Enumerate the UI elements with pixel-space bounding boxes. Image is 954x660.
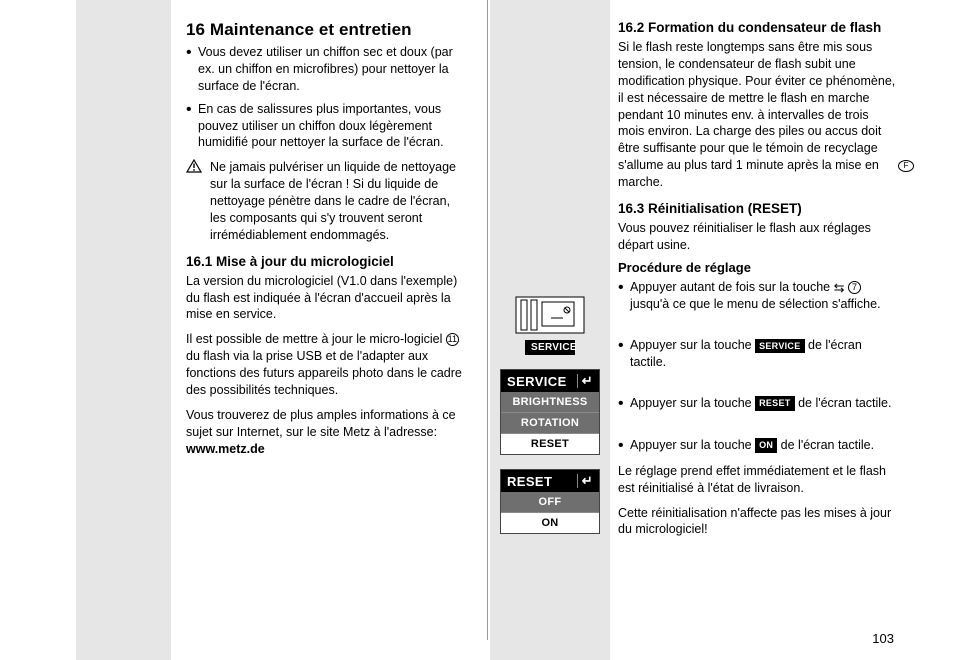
menu-item-rotation: ROTATION: [501, 412, 599, 433]
service-badge: SERVICE: [755, 339, 804, 353]
procedure-steps: • Appuyer autant de fois sur la touche ⇆…: [618, 279, 898, 455]
body-text: La version du micrologiciel (V1.0 dans l…: [186, 273, 466, 324]
figure-area: SERVICE SERVICE ↵ BRIGHTNESS ROTATION RE…: [498, 296, 602, 548]
page-number: 103: [872, 631, 894, 646]
menu-item-brightness: BRIGHTNESS: [501, 392, 599, 412]
reset-badge: RESET: [755, 396, 795, 410]
reference-number-icon: 11: [446, 333, 459, 346]
warning-text: Ne jamais pulvériser un liquide de netto…: [208, 159, 466, 243]
reset-menu-panel: RESET ↵ OFF ON: [500, 469, 600, 534]
subsection-title: 16.2 Formation du condensateur de flash: [618, 20, 898, 35]
panel-title: RESET: [507, 474, 552, 489]
on-badge: ON: [755, 438, 777, 452]
body-text: Vous trouverez de plus amples informatio…: [186, 407, 466, 458]
lcd-illustration: [515, 296, 585, 334]
step-text: Appuyer sur la touche ON de l'écran tact…: [630, 437, 898, 455]
section-title: 16 Maintenance et entretien: [186, 20, 466, 40]
step-text: Appuyer autant de fois sur la touche ⇆ 7…: [630, 279, 898, 313]
column-divider: [487, 0, 488, 640]
service-chip: SERVICE: [525, 340, 575, 355]
body-text: Cette réinitialisation n'affecte pas les…: [618, 505, 898, 539]
warning-icon: [186, 159, 208, 243]
language-indicator: F: [898, 160, 914, 172]
left-column: 16 Maintenance et entretien •Vous devez …: [186, 20, 466, 465]
subsection-title: 16.3 Réinitialisation (RESET): [618, 201, 898, 216]
bullet-text: En cas de salissures plus importantes, v…: [198, 101, 466, 152]
procedure-title: Procédure de réglage: [618, 260, 898, 275]
menu-item-off: OFF: [501, 492, 599, 512]
body-text: Il est possible de mettre à jour le micr…: [186, 331, 466, 399]
maintenance-bullets: •Vous devez utiliser un chiffon sec et d…: [186, 44, 466, 151]
menu-item-on: ON: [501, 512, 599, 533]
body-text: Le réglage prend effet immédiatement et …: [618, 463, 898, 497]
back-icon: ↵: [582, 473, 593, 489]
service-menu-panel: SERVICE ↵ BRIGHTNESS ROTATION RESET: [500, 369, 600, 455]
subsection-title: 16.1 Mise à jour du micrologiciel: [186, 254, 466, 269]
bullet-text: Vous devez utiliser un chiffon sec et do…: [198, 44, 466, 95]
panel-header: SERVICE ↵: [501, 370, 599, 392]
margin-band-left: [76, 0, 171, 660]
body-text: Si le flash reste longtemps sans être mi…: [618, 39, 898, 191]
right-column: 16.2 Formation du condensateur de flash …: [618, 20, 898, 546]
swap-icon: ⇆: [834, 280, 845, 295]
panel-title: SERVICE: [507, 374, 567, 389]
back-icon: ↵: [582, 373, 593, 389]
reference-number-icon: 7: [848, 281, 861, 294]
menu-item-reset: RESET: [501, 433, 599, 454]
step-text: Appuyer sur la touche SERVICE de l'écran…: [630, 337, 898, 371]
step-text: Appuyer sur la touche RESET de l'écran t…: [630, 395, 898, 413]
body-text: Vous pouvez réinitialiser le flash aux r…: [618, 220, 898, 254]
panel-header: RESET ↵: [501, 470, 599, 492]
warning-block: Ne jamais pulvériser un liquide de netto…: [186, 159, 466, 243]
url-text: www.metz.de: [186, 442, 265, 456]
